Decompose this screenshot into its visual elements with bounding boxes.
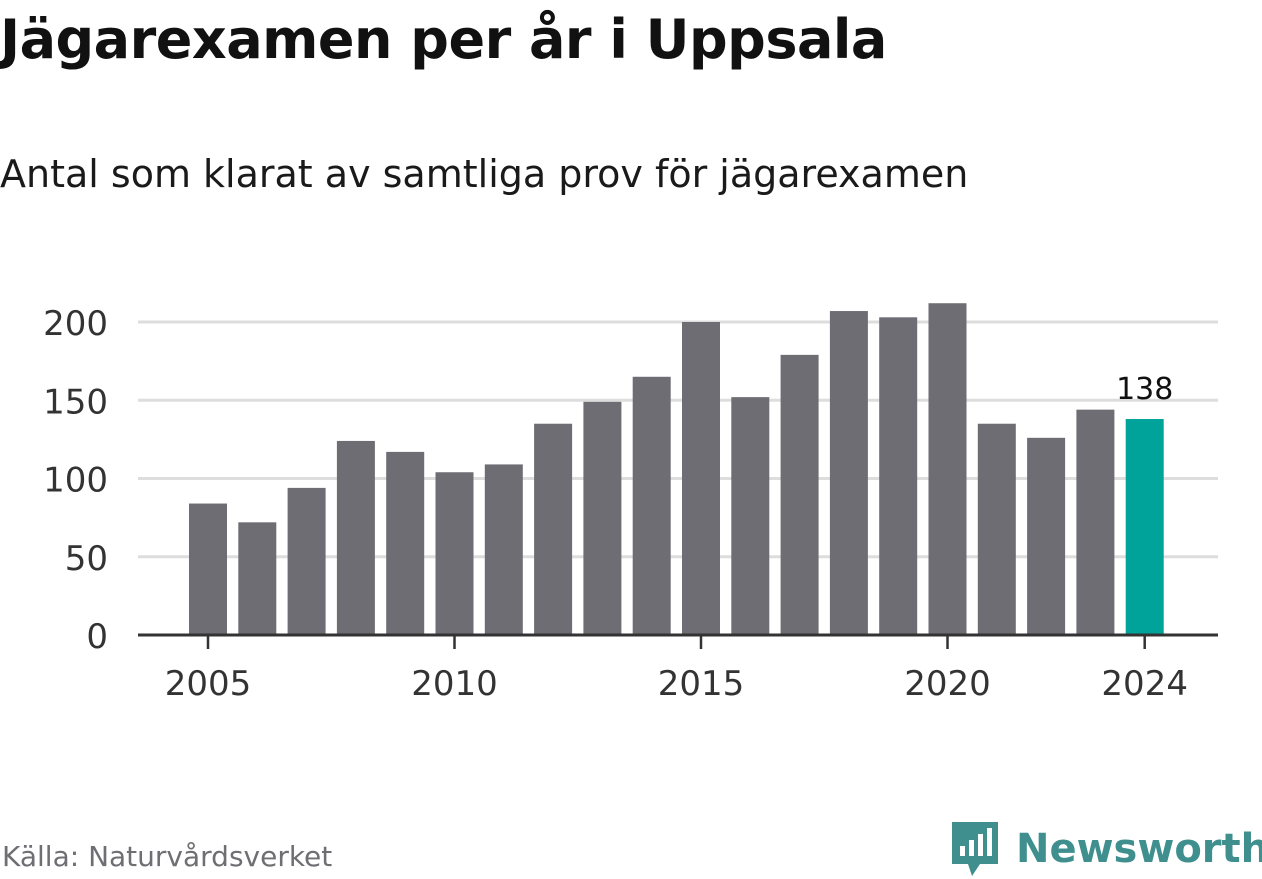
bar-2014 <box>632 376 671 635</box>
chart-title: Jägarexamen per år i Uppsala <box>0 8 887 71</box>
bar-2022 <box>1027 437 1066 635</box>
y-tick-label: 50 <box>65 539 108 579</box>
newsworthy-logo-icon <box>952 822 998 876</box>
source-note: Källa: Naturvårdsverket <box>2 840 333 873</box>
y-tick-label: 200 <box>43 304 108 344</box>
x-tick-label: 2020 <box>904 664 991 704</box>
chart-subtitle: Antal som klarat av samtliga prov för jä… <box>0 152 969 196</box>
brand-name: Newsworthy <box>1016 826 1262 872</box>
x-tick-label: 2010 <box>411 664 498 704</box>
bar-2017 <box>780 354 819 635</box>
bar-2013 <box>583 401 622 635</box>
y-tick-label: 0 <box>86 617 108 657</box>
data-label: 138 <box>1116 372 1173 407</box>
bar-2011 <box>484 464 523 635</box>
bar-2006 <box>238 522 277 635</box>
x-tick-label: 2024 <box>1101 664 1188 704</box>
bar-2010 <box>435 472 474 635</box>
bar-2012 <box>534 423 573 635</box>
bar-2023 <box>1076 409 1115 635</box>
y-tick-label: 150 <box>43 382 108 422</box>
bar-2005 <box>189 503 227 635</box>
brand-logo[interactable]: Newsworthy <box>950 820 1262 878</box>
y-tick-label: 100 <box>43 461 108 501</box>
x-tick-label: 2005 <box>165 664 252 704</box>
bar-2016 <box>731 397 770 635</box>
bar-2021 <box>977 423 1016 635</box>
bar-2020 <box>928 303 967 635</box>
bar-2009 <box>386 451 425 635</box>
bar-2018 <box>829 311 868 635</box>
bar-2024 <box>1125 419 1164 635</box>
bar-2008 <box>336 440 375 635</box>
bar-2015 <box>682 322 720 635</box>
bar-2019 <box>879 317 918 635</box>
x-tick-label: 2015 <box>658 664 745 704</box>
bar-2007 <box>287 487 326 635</box>
